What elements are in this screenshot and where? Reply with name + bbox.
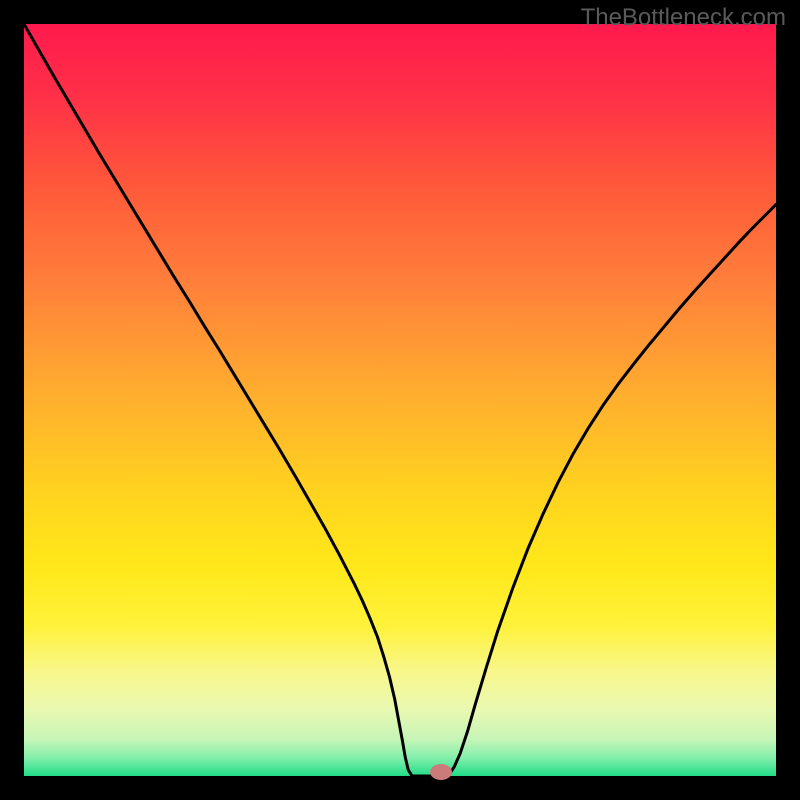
- gradient-background: [24, 24, 776, 776]
- watermark-text: TheBottleneck.com: [581, 4, 786, 32]
- chart-container: TheBottleneck.com: [0, 0, 800, 800]
- plot-area: [24, 24, 776, 776]
- optimal-point-marker: [430, 764, 452, 780]
